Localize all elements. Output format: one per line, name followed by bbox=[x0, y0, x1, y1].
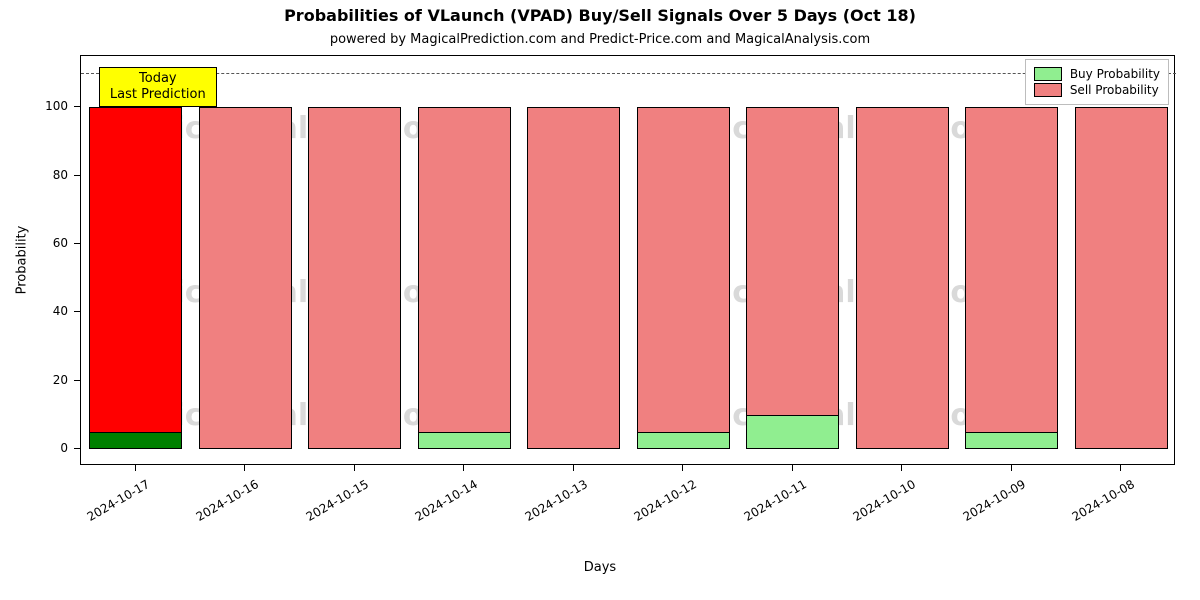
buy-bar bbox=[746, 415, 839, 449]
xtick-label: 2024-10-15 bbox=[286, 477, 371, 534]
x-axis-label: Days bbox=[0, 560, 1200, 575]
xtick-mark bbox=[1011, 465, 1012, 471]
sell-bar bbox=[89, 107, 182, 449]
legend-swatch-sell bbox=[1034, 83, 1062, 97]
xtick-label: 2024-10-17 bbox=[67, 477, 152, 534]
sell-bar bbox=[418, 107, 511, 449]
legend: Buy Probability Sell Probability bbox=[1025, 59, 1169, 105]
today-annotation: TodayLast Prediction bbox=[99, 67, 217, 108]
xtick-label: 2024-10-11 bbox=[724, 477, 809, 534]
sell-bar bbox=[965, 107, 1058, 449]
figure: Probabilities of VLaunch (VPAD) Buy/Sell… bbox=[0, 0, 1200, 600]
ytick-mark bbox=[74, 106, 80, 107]
legend-row-sell: Sell Probability bbox=[1034, 83, 1160, 97]
xtick-mark bbox=[573, 465, 574, 471]
xtick-mark bbox=[244, 465, 245, 471]
ytick-mark bbox=[74, 311, 80, 312]
xtick-mark bbox=[792, 465, 793, 471]
xtick-label: 2024-10-13 bbox=[505, 477, 590, 534]
buy-bar bbox=[965, 432, 1058, 449]
buy-bar bbox=[637, 432, 730, 449]
threshold-line bbox=[81, 73, 1176, 74]
ytick-label: 40 bbox=[0, 304, 68, 318]
xtick-mark bbox=[1120, 465, 1121, 471]
sell-bar bbox=[199, 107, 292, 449]
xtick-mark bbox=[463, 465, 464, 471]
chart-subtitle: powered by MagicalPrediction.com and Pre… bbox=[0, 32, 1200, 47]
ytick-label: 60 bbox=[0, 236, 68, 250]
chart-title: Probabilities of VLaunch (VPAD) Buy/Sell… bbox=[0, 6, 1200, 25]
xtick-mark bbox=[901, 465, 902, 471]
xtick-label: 2024-10-08 bbox=[1052, 477, 1137, 534]
sell-bar bbox=[1075, 107, 1168, 449]
xtick-mark bbox=[682, 465, 683, 471]
sell-bar bbox=[746, 107, 839, 449]
buy-bar bbox=[89, 432, 182, 449]
ytick-label: 0 bbox=[0, 441, 68, 455]
ytick-mark bbox=[74, 448, 80, 449]
xtick-label: 2024-10-14 bbox=[395, 477, 480, 534]
sell-bar bbox=[856, 107, 949, 449]
xtick-mark bbox=[135, 465, 136, 471]
sell-bar bbox=[637, 107, 730, 449]
ytick-mark bbox=[74, 243, 80, 244]
legend-swatch-buy bbox=[1034, 67, 1062, 81]
legend-row-buy: Buy Probability bbox=[1034, 67, 1160, 81]
xtick-label: 2024-10-09 bbox=[943, 477, 1028, 534]
annotation-line2: Last Prediction bbox=[110, 87, 206, 103]
xtick-label: 2024-10-16 bbox=[176, 477, 261, 534]
xtick-mark bbox=[354, 465, 355, 471]
legend-label-sell: Sell Probability bbox=[1070, 83, 1159, 97]
ytick-label: 80 bbox=[0, 168, 68, 182]
xtick-label: 2024-10-10 bbox=[833, 477, 918, 534]
plot-area: MagicalAnalysis.comMagicalAnalysis.comMa… bbox=[80, 55, 1175, 465]
buy-bar bbox=[418, 432, 511, 449]
xtick-label: 2024-10-12 bbox=[614, 477, 699, 534]
sell-bar bbox=[308, 107, 401, 449]
ytick-mark bbox=[74, 175, 80, 176]
annotation-line1: Today bbox=[110, 71, 206, 87]
ytick-label: 100 bbox=[0, 99, 68, 113]
legend-label-buy: Buy Probability bbox=[1070, 67, 1160, 81]
ytick-label: 20 bbox=[0, 373, 68, 387]
sell-bar bbox=[527, 107, 620, 449]
ytick-mark bbox=[74, 380, 80, 381]
